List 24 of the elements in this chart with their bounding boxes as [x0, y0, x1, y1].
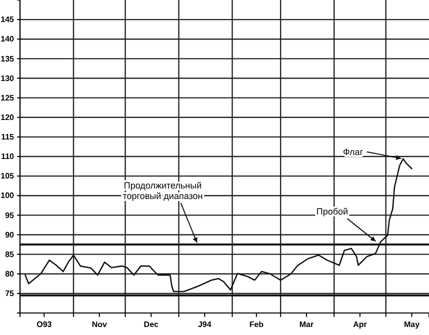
x-tick-label: Nov [92, 320, 108, 330]
x-tick-label: Apr [353, 320, 367, 330]
x-tick-label: O93 [36, 320, 52, 330]
x-tick-label: Dec [144, 320, 160, 330]
y-tick-label: 85 [5, 250, 15, 259]
y-tick-label: 135 [0, 54, 15, 64]
y-tick-label: 110 [1, 152, 15, 162]
y-tick-label: 140 [0, 34, 15, 44]
y-tick-label: 115 [1, 132, 15, 142]
annotation: Флаг [343, 146, 364, 157]
y-tick-label: 105 [0, 172, 15, 181]
x-tick-label: Mar [299, 320, 314, 330]
x-tick-label: Feb [249, 320, 264, 330]
y-tick-label: 75 [5, 288, 15, 298]
y-tick-label: 145 [0, 15, 15, 24]
x-tick-label: J94 [198, 320, 212, 330]
y-tick-label: 95 [5, 210, 15, 220]
y-tick-label: 125 [0, 93, 15, 102]
y-tick-label: 90 [5, 230, 15, 240]
y-tick-label: 80 [5, 269, 15, 278]
y-tick-label: 120 [0, 112, 15, 122]
y-tick-label: 100 [0, 191, 15, 200]
x-tick-label: May [404, 320, 420, 330]
y-tick-label: 130 [0, 74, 15, 83]
